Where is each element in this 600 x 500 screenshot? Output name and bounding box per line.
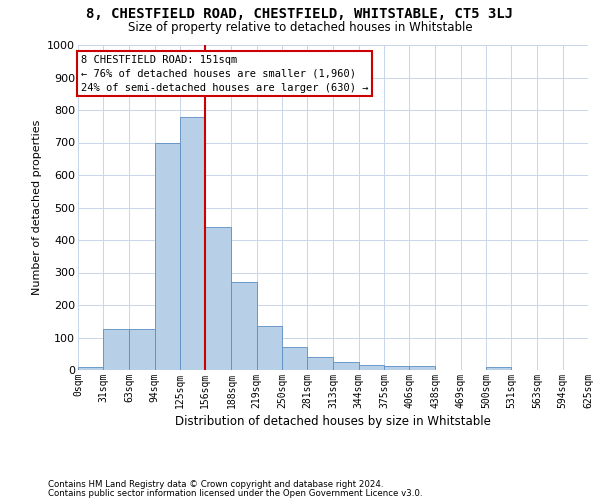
Bar — [257, 326, 282, 370]
Bar — [384, 366, 409, 370]
Bar — [307, 357, 334, 370]
Text: Size of property relative to detached houses in Whitstable: Size of property relative to detached ho… — [128, 22, 472, 35]
Bar — [180, 116, 205, 370]
Text: Contains HM Land Registry data © Crown copyright and database right 2024.: Contains HM Land Registry data © Crown c… — [48, 480, 383, 489]
Bar — [78, 368, 103, 370]
Text: 8 CHESTFIELD ROAD: 151sqm
← 76% of detached houses are smaller (1,960)
24% of se: 8 CHESTFIELD ROAD: 151sqm ← 76% of detac… — [80, 54, 368, 93]
Y-axis label: Number of detached properties: Number of detached properties — [32, 120, 41, 295]
Bar — [130, 330, 155, 370]
Bar — [282, 347, 307, 370]
Bar — [205, 227, 232, 370]
Bar — [359, 365, 384, 370]
Bar — [103, 330, 130, 370]
Text: 8, CHESTFIELD ROAD, CHESTFIELD, WHITSTABLE, CT5 3LJ: 8, CHESTFIELD ROAD, CHESTFIELD, WHITSTAB… — [86, 8, 514, 22]
Bar — [409, 366, 436, 370]
Text: Contains public sector information licensed under the Open Government Licence v3: Contains public sector information licen… — [48, 488, 422, 498]
Bar — [334, 362, 359, 370]
Bar — [155, 142, 180, 370]
Bar — [232, 282, 257, 370]
X-axis label: Distribution of detached houses by size in Whitstable: Distribution of detached houses by size … — [175, 415, 491, 428]
Bar — [486, 368, 511, 370]
